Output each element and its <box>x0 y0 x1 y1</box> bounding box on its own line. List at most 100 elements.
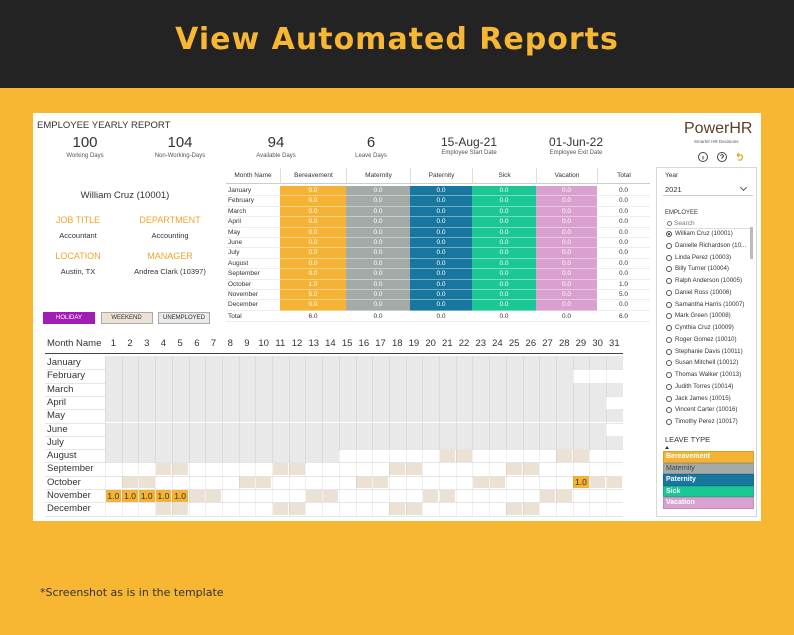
kpi-value: 100 <box>72 134 98 151</box>
leave-type-legend[interactable]: Bereavement <box>663 451 754 463</box>
weekend-cell <box>523 462 539 476</box>
employee-option[interactable]: Samantha Harris (10007) <box>675 300 745 308</box>
info-icon[interactable] <box>698 152 708 162</box>
radio[interactable] <box>666 360 672 367</box>
radio[interactable] <box>666 254 672 261</box>
table-cell: 0.0 <box>597 228 650 238</box>
day-header: 14 <box>325 338 336 349</box>
radio[interactable] <box>666 313 672 320</box>
kpi-label: Employee Exit Date <box>549 150 603 156</box>
radio[interactable] <box>666 325 672 331</box>
employee-option[interactable]: Roger Gomez (10010) <box>675 335 737 343</box>
weekend-cell <box>422 489 439 502</box>
employee-option[interactable]: Timothy Perez (10017) <box>675 418 738 425</box>
row-label: October <box>226 280 280 290</box>
leave-type-legend[interactable]: Sick <box>663 485 754 497</box>
weekend-cell <box>289 462 305 476</box>
weekend-cell <box>305 489 322 502</box>
table-cell: 0.0 <box>536 227 597 238</box>
table-cell: 0.0 <box>472 290 536 301</box>
employee-option[interactable]: Vincent Carter (10016) <box>675 406 738 414</box>
employee-option[interactable]: William Cruz (10001) <box>675 230 733 237</box>
employee-option[interactable]: Susan Mitchell (10012) <box>675 359 739 367</box>
radio[interactable] <box>666 419 672 425</box>
day-header: 19 <box>408 338 420 349</box>
table-cell: 0.0 <box>410 258 472 270</box>
toolbar-icons[interactable] <box>696 150 748 164</box>
table-cell: 0.0 <box>410 279 472 290</box>
employee-option[interactable]: Linda Perez (10003) <box>675 253 732 261</box>
legend-button[interactable]: HOLIDAY <box>43 312 95 324</box>
col-line <box>238 356 240 516</box>
employee-option[interactable]: Cynthia Cruz (10009) <box>675 324 734 331</box>
day-header: 23 <box>475 338 487 349</box>
leave-type-legend[interactable]: Vacation <box>663 497 754 509</box>
employee-option[interactable]: Thomas Walker (10013) <box>675 371 742 378</box>
table-cell: 0.0 <box>410 238 472 249</box>
table-cell: 6.0 <box>597 312 650 323</box>
legend-button[interactable]: WEEKEND <box>100 312 153 324</box>
row-label: January <box>226 186 280 197</box>
radio[interactable] <box>666 383 672 390</box>
table-cell: 0.0 <box>597 300 650 311</box>
kpi-label: Available Days <box>256 153 296 159</box>
table-cell: 0.0 <box>280 248 346 259</box>
employee-option[interactable]: Billy Turner (10004) <box>675 265 729 273</box>
employee-option[interactable]: Stephanie Davis (10011) <box>675 347 743 355</box>
table-cell: 0.0 <box>280 269 346 280</box>
undo-icon[interactable] <box>736 152 744 161</box>
weekend-cell <box>272 462 289 476</box>
employee-option[interactable]: Jack James (10015) <box>675 394 731 402</box>
weekend-cell <box>289 502 305 516</box>
leave-type-legend[interactable]: Paternity <box>663 474 754 486</box>
employee-option[interactable]: Daniel Ross (10006) <box>675 288 732 296</box>
radio[interactable] <box>666 407 672 414</box>
employee-option[interactable]: Mark Green (10008) <box>675 312 731 320</box>
weekend-cell <box>172 502 188 516</box>
day-header: 18 <box>391 338 403 349</box>
table-cell: 0.0 <box>410 300 472 311</box>
radio[interactable] <box>666 395 672 402</box>
row-label: December <box>226 300 280 311</box>
employee-option[interactable]: Danielle Richardson (10... <box>675 241 747 249</box>
field-value: Accountant <box>59 231 97 240</box>
radio[interactable] <box>666 289 672 296</box>
table-cell: 0.0 <box>280 300 346 311</box>
radio[interactable] <box>666 301 672 308</box>
month-label: November <box>47 490 91 501</box>
col-line <box>288 356 290 516</box>
day-header: 26 <box>525 338 537 349</box>
table-cell: 0.0 <box>346 258 410 270</box>
legend-button[interactable]: UNEMPLOYED <box>158 312 210 324</box>
field-label: MANAGER <box>147 251 193 261</box>
kpi-value: 15-Aug-21 <box>440 135 498 149</box>
weekend-cell <box>389 462 406 476</box>
employee-option[interactable]: Judith Torres (10014) <box>675 382 734 390</box>
radio[interactable] <box>666 231 672 237</box>
day-header: 31 <box>609 338 620 349</box>
col-line <box>589 356 591 516</box>
day-header: 27 <box>542 338 553 349</box>
radio[interactable] <box>666 278 672 284</box>
weekend-cell <box>205 489 222 502</box>
radio[interactable] <box>666 242 672 249</box>
employee-option[interactable]: Ralph Anderson (10005) <box>675 277 743 284</box>
kpi-value: 6 <box>366 134 376 151</box>
table-cell: 0.0 <box>410 248 472 259</box>
search-box[interactable]: Search <box>665 219 751 229</box>
day-header: 15 <box>341 338 353 349</box>
leave-type-legend[interactable]: Maternity <box>663 462 754 474</box>
radio[interactable] <box>666 372 672 378</box>
field-label: LOCATION <box>55 251 101 261</box>
col-line <box>221 356 223 516</box>
radio[interactable] <box>666 336 672 343</box>
year-dropdown[interactable]: 2021 <box>663 183 753 196</box>
weekend-cell <box>155 502 172 516</box>
row-line <box>45 515 623 517</box>
day-header: 1 <box>110 338 116 349</box>
radio[interactable] <box>666 348 672 355</box>
table-cell: 0.0 <box>410 206 472 218</box>
search-icon <box>667 221 672 226</box>
radio[interactable] <box>666 266 672 273</box>
help-icon[interactable] <box>717 152 727 162</box>
